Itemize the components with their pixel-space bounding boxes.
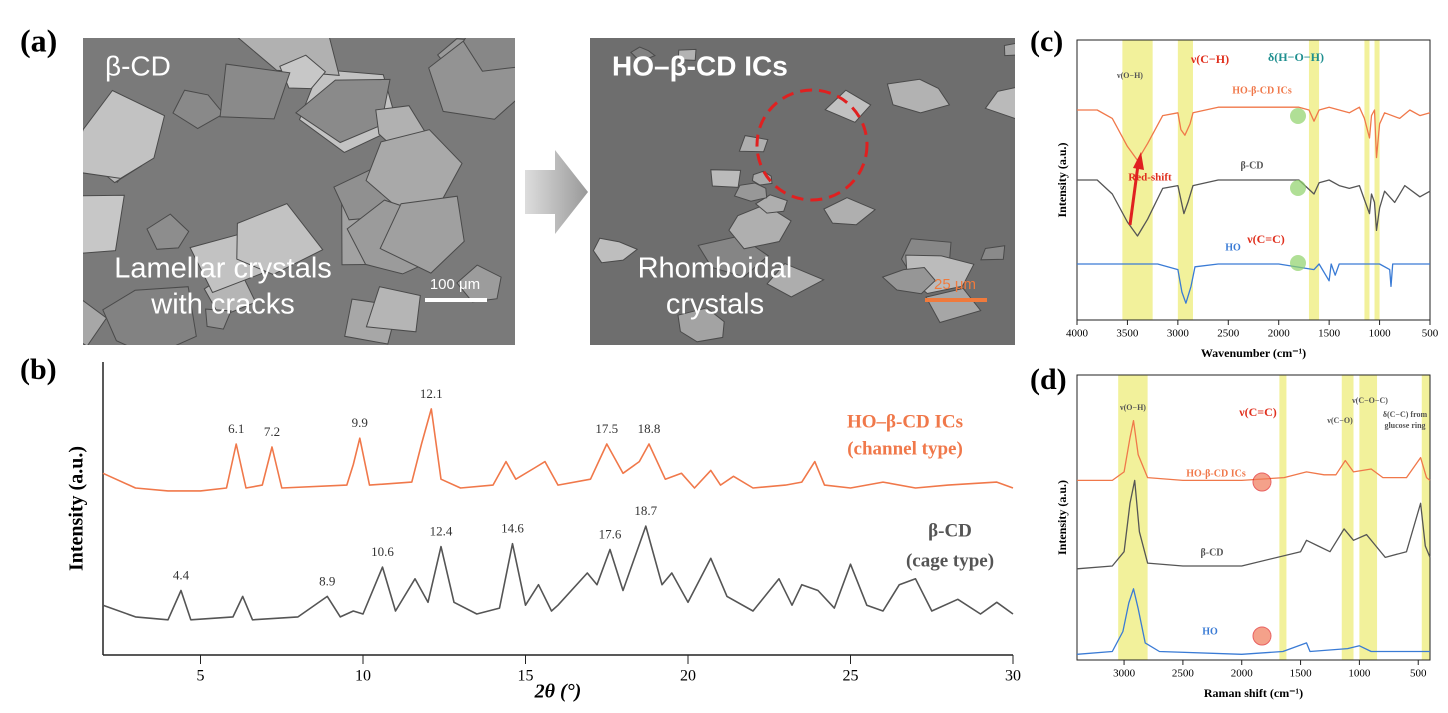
peak-label: 6.1 xyxy=(228,421,244,436)
peak-label: 18.8 xyxy=(638,421,661,436)
annotation: ν(O−H) xyxy=(1119,403,1146,412)
series-label: β-CD xyxy=(928,520,972,541)
annotation: ν(O−H) xyxy=(1116,71,1143,80)
x-tick-label: 4000 xyxy=(1066,327,1089,339)
y-axis-label: Intensity (a.u.) xyxy=(1055,480,1069,555)
series-label: β-CD xyxy=(1240,160,1263,171)
peak-label: 8.9 xyxy=(319,573,335,588)
peak-label: 17.5 xyxy=(595,421,618,436)
panel-label: (c) xyxy=(1030,25,1063,58)
annotation: ν(C−H) xyxy=(1190,52,1229,66)
x-tick-label: 30 xyxy=(1005,667,1021,684)
series-label: HO-β-CD ICs xyxy=(1186,468,1246,479)
x-tick-label: 25 xyxy=(843,667,859,684)
highlight-band xyxy=(1364,40,1369,320)
x-axis-label: 2θ (°) xyxy=(534,681,582,703)
x-tick-label: 3000 xyxy=(1113,667,1136,679)
peak-marker xyxy=(1290,108,1306,124)
x-axis-label: Wavenumber (cm⁻¹) xyxy=(1201,346,1306,360)
crystal xyxy=(45,195,124,256)
x-tick-label: 1500 xyxy=(1290,667,1313,679)
series-label: HO xyxy=(1202,626,1218,637)
highlight-band xyxy=(1118,375,1147,660)
x-tick-label: 15 xyxy=(518,667,534,684)
x-tick-label: 5 xyxy=(197,667,205,684)
highlight-band xyxy=(1375,40,1380,320)
x-tick-label: 2500 xyxy=(1172,667,1195,679)
x-tick-label: 1500 xyxy=(1318,327,1341,339)
highlight-band xyxy=(1279,375,1286,660)
annotation: δ(C−C) from xyxy=(1383,410,1428,419)
scale-bar-label: 25 μm xyxy=(934,276,976,293)
x-tick-label: 20 xyxy=(680,667,696,684)
peak-label: 9.9 xyxy=(352,415,368,430)
figure: (a) β-CD Lamellar crystals with cracks 100 μ… xyxy=(0,0,1448,713)
x-tick-label: 3500 xyxy=(1116,327,1139,339)
x-tick-label: 500 xyxy=(1422,327,1439,339)
peak-marker xyxy=(1253,473,1271,491)
series-note: (cage type) xyxy=(906,550,994,571)
x-tick-label: 1000 xyxy=(1348,667,1371,679)
image-caption: Lamellar crystals xyxy=(114,253,332,285)
x-tick-label: 10 xyxy=(355,667,371,684)
series-label: HO-β-CD ICs xyxy=(1232,85,1292,96)
image-title: β-CD xyxy=(105,50,171,81)
y-axis-label: Intensity (a.u.) xyxy=(66,446,88,571)
arrow xyxy=(525,150,588,234)
peak-label: 12.4 xyxy=(430,524,453,539)
annotation: ν(C=C) xyxy=(1246,232,1285,246)
annotation: glucose ring xyxy=(1384,421,1425,430)
x-tick-label: 2000 xyxy=(1268,327,1291,339)
annotation: δ(H−O−H) xyxy=(1268,50,1324,64)
annotation: ν(C−O) xyxy=(1326,416,1353,425)
x-tick-label: 1000 xyxy=(1369,327,1392,339)
spectrum-line xyxy=(103,526,1013,620)
x-tick-label: 2500 xyxy=(1217,327,1240,339)
series-note: (channel type) xyxy=(847,438,963,459)
highlight-band xyxy=(1359,375,1377,660)
peak-marker xyxy=(1290,255,1306,271)
crystal xyxy=(711,170,741,188)
peak-label: 18.7 xyxy=(634,503,657,518)
highlight-band xyxy=(1178,40,1193,320)
scale-bar-label: 100 μm xyxy=(430,276,480,293)
highlight-band xyxy=(1309,40,1319,320)
image-caption: with cracks xyxy=(150,289,294,321)
annotation: ν(C−O−C) xyxy=(1351,396,1388,405)
peak-marker xyxy=(1290,180,1306,196)
peak-label: 7.2 xyxy=(264,424,280,439)
peak-label: 17.6 xyxy=(599,527,622,542)
panel-label: (d) xyxy=(1030,363,1067,396)
y-axis-label: Intensity (a.u.) xyxy=(1055,142,1069,217)
x-axis-label: Raman shift (cm⁻¹) xyxy=(1204,686,1303,700)
peak-label: 14.6 xyxy=(501,521,524,536)
image-caption: Rhomboidal xyxy=(638,253,793,285)
image-title: HO–β-CD ICs xyxy=(612,50,788,81)
x-tick-label: 500 xyxy=(1410,667,1427,679)
x-tick-label: 3000 xyxy=(1167,327,1190,339)
series-label: HO xyxy=(1225,242,1241,253)
annotation: ν(C=C) xyxy=(1238,405,1277,419)
peak-marker xyxy=(1253,627,1271,645)
panel-label: (b) xyxy=(20,353,57,386)
series-label: HO–β-CD ICs xyxy=(847,411,963,432)
image-caption: crystals xyxy=(666,289,764,321)
x-tick-label: 2000 xyxy=(1231,667,1254,679)
peak-label: 4.4 xyxy=(173,568,190,583)
panel-label: (a) xyxy=(20,22,57,58)
series-label: β-CD xyxy=(1200,547,1223,558)
peak-label: 12.1 xyxy=(420,386,443,401)
peak-label: 10.6 xyxy=(371,544,394,559)
